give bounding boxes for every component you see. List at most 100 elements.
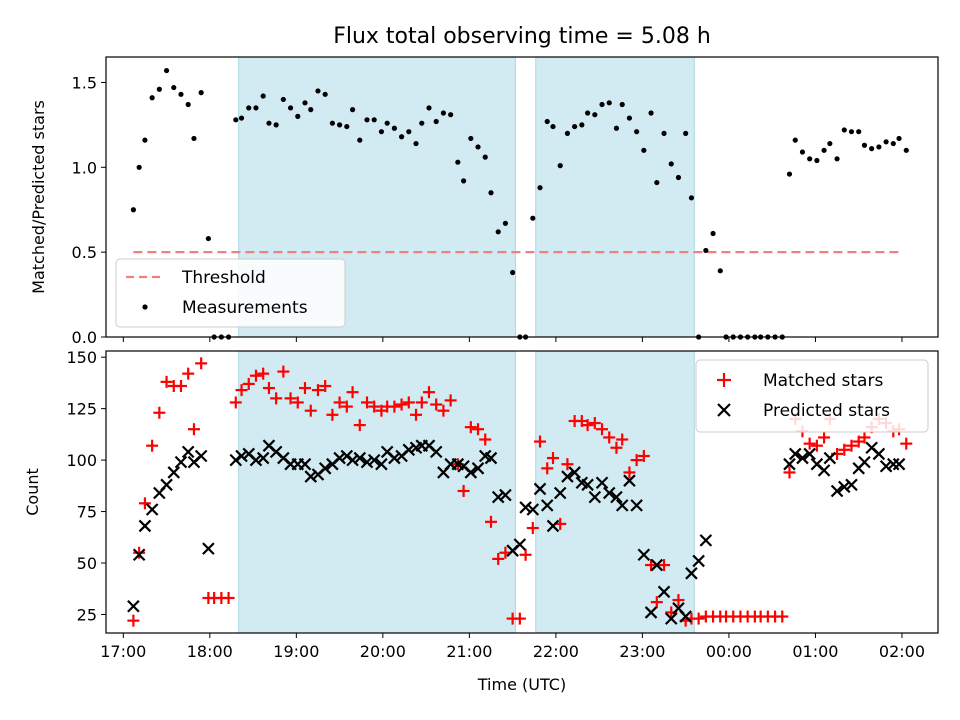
predicted-stars-legend-swatch <box>717 403 731 417</box>
predicted-stars-legend-label: Predicted stars <box>763 401 890 421</box>
matched-star-point <box>333 396 346 409</box>
matched-star-point <box>249 369 262 382</box>
matched-star-point <box>900 437 913 450</box>
measurement-point <box>357 137 363 143</box>
predicted-star-point <box>127 599 140 613</box>
measurement-points <box>130 67 909 340</box>
measurement-point <box>344 123 350 130</box>
matched-star-point <box>182 367 195 380</box>
predicted-star-point <box>637 548 651 562</box>
predicted-star-point <box>513 538 527 551</box>
measurement-point <box>654 179 660 186</box>
predicted-star-point <box>644 606 658 619</box>
predicted-star-point <box>333 451 346 465</box>
predicted-star-point <box>788 447 802 461</box>
matched-star-point <box>340 400 353 413</box>
predicted-star-point <box>817 464 831 477</box>
predicted-star-point <box>491 490 505 504</box>
measurement-point <box>648 110 654 116</box>
count-y-axis-label: Count <box>23 468 42 516</box>
measurement-point <box>557 163 563 169</box>
ratio-plot-frame <box>105 56 939 338</box>
measurement-point <box>510 269 516 276</box>
measurement-point <box>287 105 294 111</box>
matched-star-point <box>623 466 636 479</box>
matched-star-point <box>430 398 443 411</box>
matched-star-point <box>353 419 366 432</box>
matched-star-point <box>492 552 505 565</box>
predicted-star-point <box>796 451 809 465</box>
measurement-point <box>703 247 709 254</box>
measurement-point <box>786 171 793 177</box>
matched-star-point <box>346 386 359 399</box>
measurement-point <box>619 101 625 108</box>
predicted-star-point <box>132 548 146 562</box>
measurement-point <box>185 101 191 108</box>
matched-star-point <box>472 423 485 436</box>
predicted-star-point <box>174 455 188 469</box>
measurement-point <box>861 142 868 148</box>
predicted-star-point <box>679 610 692 623</box>
measurement-point <box>260 93 266 99</box>
ratio-panel: 0.0 0.5 1.0 1.5 Matched/Predicted stars Thr… <box>29 56 939 347</box>
predicted-star-point <box>546 519 560 533</box>
count-x-ticks: 17:00 18:00 19:00 20:00 21:00 22:00 23:00 00:00… <box>100 633 925 661</box>
measurement-point <box>537 185 543 191</box>
x-tick-label: 00:00 <box>706 642 752 661</box>
measurement-point <box>821 147 827 153</box>
y-tick-label: 1.0 <box>72 158 97 177</box>
predicted-star-point <box>519 501 532 514</box>
predicted-star-point <box>540 499 554 512</box>
predicted-star-point <box>402 443 416 457</box>
matched-star-point <box>838 443 851 456</box>
predicted-star-point <box>610 490 623 504</box>
matched-star-point <box>395 398 408 411</box>
predicted-star-point <box>229 453 243 467</box>
matched-star-point <box>368 400 381 413</box>
matched-star-point <box>242 377 255 390</box>
matched-star-point <box>222 592 235 605</box>
measurements-legend-label: Measurements <box>182 298 308 318</box>
x-tick-label: 17:00 <box>100 642 146 661</box>
measurement-point <box>280 96 286 103</box>
matched-star-point <box>692 612 705 625</box>
matched-star-point <box>630 454 643 467</box>
x-axis-label: Time (UTC) <box>477 675 566 694</box>
x-tick-label: 02:00 <box>879 642 925 661</box>
matched-star-point <box>319 379 332 392</box>
predicted-star-point <box>353 451 367 465</box>
x-tick-label: 20:00 <box>360 642 406 661</box>
measurement-point <box>371 117 377 123</box>
y-tick-label: 0.5 <box>72 243 97 262</box>
predicted-star-point <box>160 478 173 492</box>
matched-star-point <box>776 610 789 623</box>
x-tick-label: 18:00 <box>187 642 233 661</box>
measurement-point <box>448 112 454 118</box>
measurement-point <box>233 117 239 123</box>
matched-star-point <box>235 384 248 397</box>
ratio-legend-box <box>115 258 346 328</box>
measurement-point <box>455 159 461 165</box>
count-legend-box <box>695 359 929 433</box>
matched-star-point <box>174 379 187 392</box>
measurement-point <box>315 88 321 94</box>
matched-star-point <box>304 404 317 417</box>
measurement-point <box>564 130 571 136</box>
predicted-star-point <box>623 474 636 487</box>
predicted-star-point <box>615 499 629 512</box>
measurement-point <box>413 140 419 147</box>
measurement-point <box>205 235 211 242</box>
x-tick-label: 21:00 <box>446 642 492 661</box>
matched-star-point <box>360 396 373 409</box>
matched-star-point <box>277 365 290 378</box>
measurement-point <box>585 110 591 116</box>
matched-star-point <box>810 439 823 452</box>
measurement-point <box>668 161 674 167</box>
measurement-point <box>883 139 889 145</box>
predicted-star-point <box>685 567 698 580</box>
measurement-point <box>502 220 509 226</box>
predicted-stars-points <box>127 439 906 625</box>
measurement-point <box>661 130 667 136</box>
matched-star-point <box>519 548 532 561</box>
predicted-star-point <box>823 451 837 465</box>
